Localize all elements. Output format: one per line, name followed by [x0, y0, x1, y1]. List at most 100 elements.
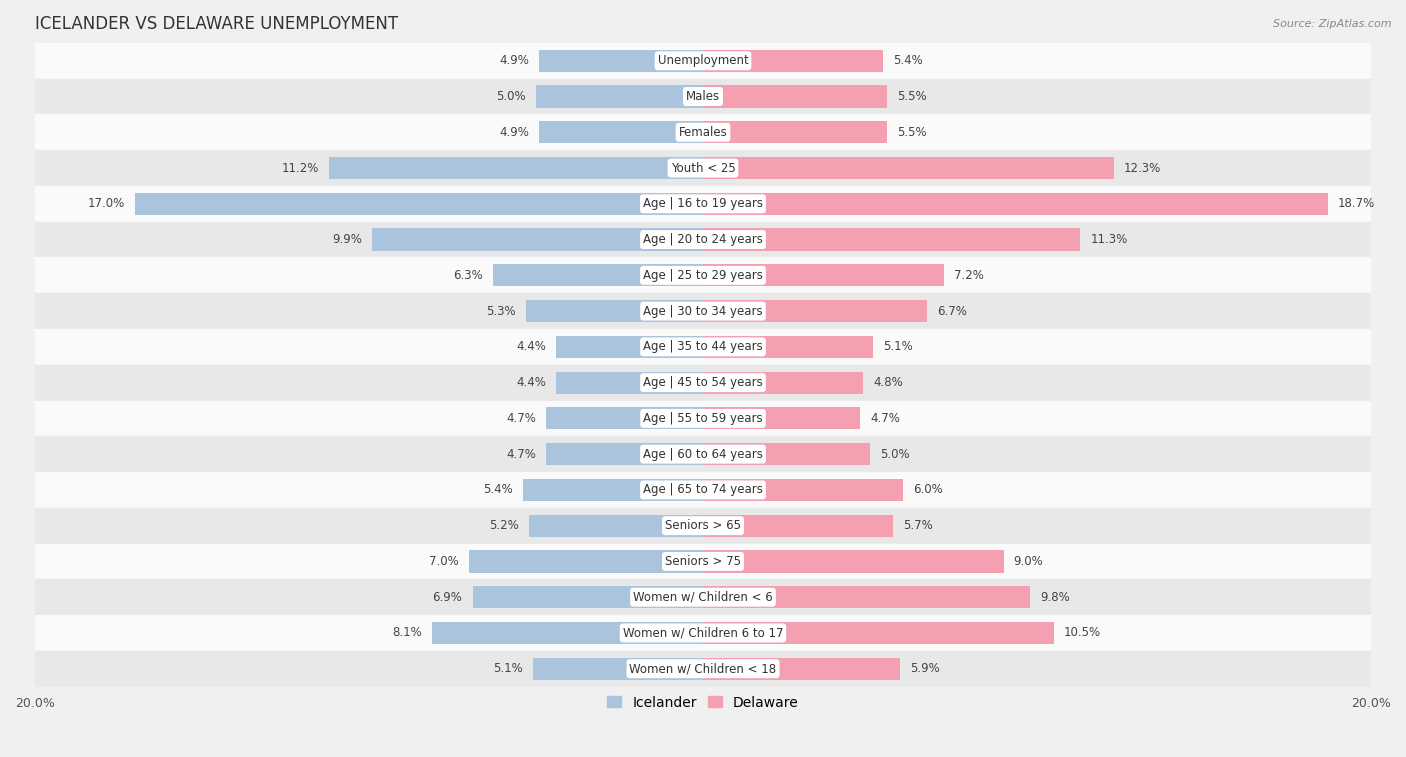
Bar [35, 508, 1371, 544]
Text: Males: Males [686, 90, 720, 103]
Bar [35, 43, 1371, 79]
Bar [35, 472, 1371, 508]
Text: 4.8%: 4.8% [873, 376, 903, 389]
Text: 5.1%: 5.1% [494, 662, 523, 675]
Bar [703, 443, 870, 466]
Text: Age | 55 to 59 years: Age | 55 to 59 years [643, 412, 763, 425]
Text: 11.2%: 11.2% [281, 161, 319, 175]
Text: 17.0%: 17.0% [89, 198, 125, 210]
Text: 5.1%: 5.1% [883, 341, 912, 354]
Text: Age | 30 to 34 years: Age | 30 to 34 years [643, 304, 763, 318]
Text: 8.1%: 8.1% [392, 627, 422, 640]
Text: Females: Females [679, 126, 727, 139]
Bar [540, 121, 703, 143]
Bar [35, 222, 1371, 257]
Bar [373, 229, 703, 251]
Bar [472, 586, 703, 609]
Bar [555, 372, 703, 394]
Text: 5.0%: 5.0% [496, 90, 526, 103]
Bar [703, 229, 1080, 251]
Bar [703, 86, 887, 107]
Text: 7.2%: 7.2% [953, 269, 983, 282]
Text: 5.9%: 5.9% [910, 662, 939, 675]
Text: 9.9%: 9.9% [332, 233, 363, 246]
Bar [703, 336, 873, 358]
Bar [703, 479, 904, 501]
Text: Source: ZipAtlas.com: Source: ZipAtlas.com [1274, 19, 1392, 29]
Bar [35, 329, 1371, 365]
Bar [35, 257, 1371, 293]
Bar [35, 615, 1371, 651]
Bar [536, 86, 703, 107]
Text: 11.3%: 11.3% [1091, 233, 1128, 246]
Bar [35, 365, 1371, 400]
Bar [703, 372, 863, 394]
Text: 4.4%: 4.4% [516, 376, 546, 389]
Bar [703, 586, 1031, 609]
Text: 5.4%: 5.4% [893, 55, 924, 67]
Bar [526, 300, 703, 322]
Bar [492, 264, 703, 286]
Text: 7.0%: 7.0% [429, 555, 460, 568]
Bar [35, 436, 1371, 472]
Bar [35, 544, 1371, 579]
Text: Age | 45 to 54 years: Age | 45 to 54 years [643, 376, 763, 389]
Text: Women w/ Children 6 to 17: Women w/ Children 6 to 17 [623, 627, 783, 640]
Text: 5.7%: 5.7% [904, 519, 934, 532]
Text: 4.4%: 4.4% [516, 341, 546, 354]
Text: Age | 65 to 74 years: Age | 65 to 74 years [643, 484, 763, 497]
Bar [703, 407, 860, 429]
Bar [35, 114, 1371, 150]
Bar [529, 515, 703, 537]
Bar [546, 407, 703, 429]
Bar [555, 336, 703, 358]
Bar [35, 186, 1371, 222]
Bar [703, 622, 1053, 644]
Text: 6.7%: 6.7% [936, 304, 967, 318]
Legend: Icelander, Delaware: Icelander, Delaware [602, 690, 804, 715]
Text: 6.0%: 6.0% [914, 484, 943, 497]
Bar [703, 264, 943, 286]
Text: Age | 20 to 24 years: Age | 20 to 24 years [643, 233, 763, 246]
Bar [135, 193, 703, 215]
Bar [533, 658, 703, 680]
Bar [703, 121, 887, 143]
Text: 5.4%: 5.4% [482, 484, 513, 497]
Text: 4.9%: 4.9% [499, 126, 529, 139]
Text: 5.0%: 5.0% [880, 447, 910, 461]
Text: 5.2%: 5.2% [489, 519, 519, 532]
Bar [540, 50, 703, 72]
Text: 4.7%: 4.7% [870, 412, 900, 425]
Text: Unemployment: Unemployment [658, 55, 748, 67]
Text: Age | 60 to 64 years: Age | 60 to 64 years [643, 447, 763, 461]
Text: 5.5%: 5.5% [897, 126, 927, 139]
Text: 6.9%: 6.9% [433, 590, 463, 603]
Text: Women w/ Children < 6: Women w/ Children < 6 [633, 590, 773, 603]
Bar [546, 443, 703, 466]
Bar [35, 651, 1371, 687]
Text: 6.3%: 6.3% [453, 269, 482, 282]
Text: ICELANDER VS DELAWARE UNEMPLOYMENT: ICELANDER VS DELAWARE UNEMPLOYMENT [35, 15, 398, 33]
Bar [433, 622, 703, 644]
Text: Age | 16 to 19 years: Age | 16 to 19 years [643, 198, 763, 210]
Bar [35, 150, 1371, 186]
Bar [523, 479, 703, 501]
Text: 5.3%: 5.3% [486, 304, 516, 318]
Bar [703, 300, 927, 322]
Text: Seniors > 75: Seniors > 75 [665, 555, 741, 568]
Text: Youth < 25: Youth < 25 [671, 161, 735, 175]
Text: 4.7%: 4.7% [506, 447, 536, 461]
Bar [703, 50, 883, 72]
Bar [35, 400, 1371, 436]
Text: Age | 35 to 44 years: Age | 35 to 44 years [643, 341, 763, 354]
Text: 9.8%: 9.8% [1040, 590, 1070, 603]
Bar [703, 550, 1004, 572]
Text: 10.5%: 10.5% [1064, 627, 1101, 640]
Bar [470, 550, 703, 572]
Bar [703, 157, 1114, 179]
Bar [35, 293, 1371, 329]
Text: 12.3%: 12.3% [1123, 161, 1161, 175]
Bar [703, 515, 893, 537]
Text: Seniors > 65: Seniors > 65 [665, 519, 741, 532]
Text: 9.0%: 9.0% [1014, 555, 1043, 568]
